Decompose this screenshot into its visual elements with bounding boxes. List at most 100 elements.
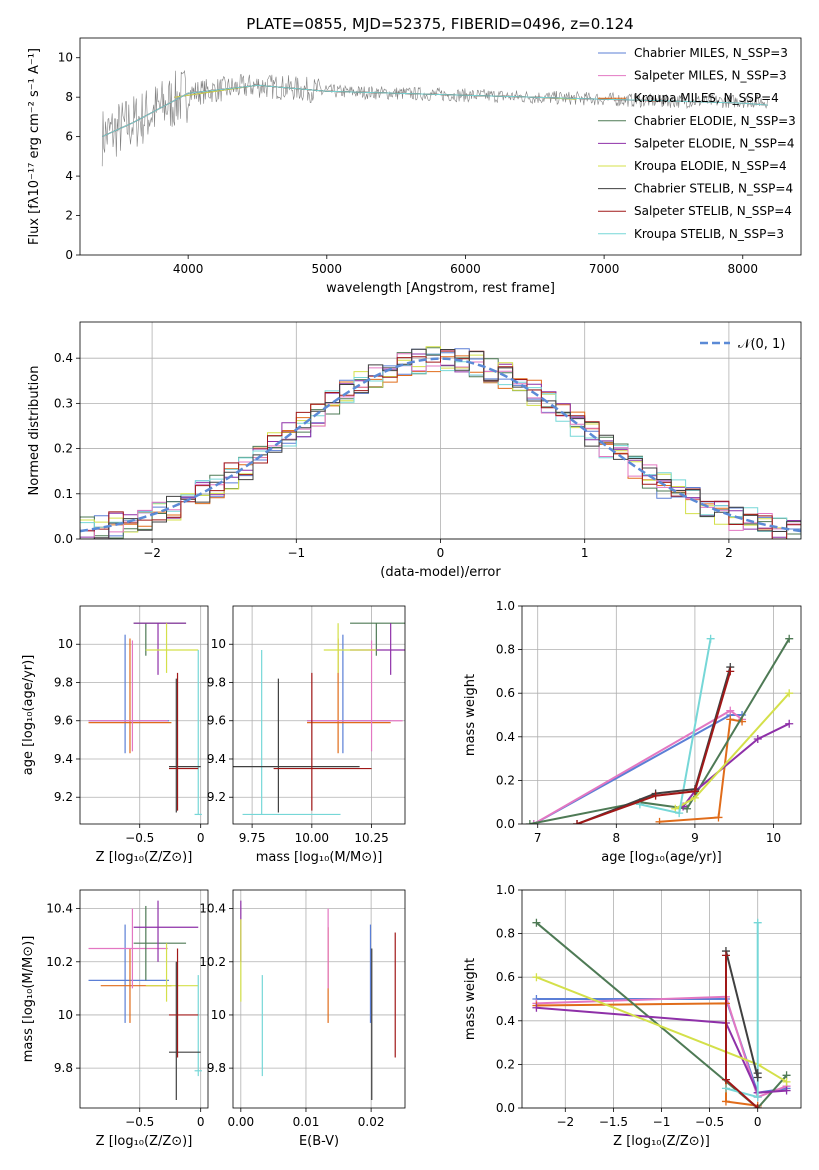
axes-frame (521, 605, 802, 825)
x-tick-label: 0.00 (227, 1115, 254, 1129)
panel-massweight-vs-Z: −2 −1.5 −1 −0.5 0 0.0 0.2 0.4 0.6 0.8 1.0 Z [log₁₀(… (463, 883, 802, 1149)
x-tick-label: 0 (197, 1115, 205, 1129)
x-tick-label: 9.75 (239, 831, 266, 845)
panel-residuals: 𝒩(0, 1) −2 −1 0 1 2 0.0 0.1 0.2 0.3 0.4 (data-model… (27, 321, 802, 580)
mass-weight-marker (721, 1075, 730, 1084)
plot-area-massweight-vs-Z (532, 918, 791, 1108)
y-tick-label: 0.0 (496, 817, 515, 831)
y-tick-label: 0.6 (496, 686, 515, 700)
mass-weight-line-4 (682, 722, 790, 808)
figure-title: PLATE=0855, MJD=52375, FIBERID=0496, z=0… (246, 15, 633, 33)
y-tick-label: 0.8 (496, 643, 515, 657)
plot-area-residuals (80, 346, 801, 539)
x-tick-label: −0.5 (125, 1115, 154, 1129)
mass-weight-marker (721, 1084, 730, 1093)
y-tick-label: 10 (58, 1008, 73, 1022)
x-axis-label: (data-model)/error (380, 565, 501, 580)
mass-weight-marker (753, 1104, 762, 1108)
x-axis-label: Z [log₁₀(Z/Z⊙)] (96, 1134, 193, 1149)
x-axis-label: age [log₁₀(age/yr)] (601, 850, 722, 865)
panel-mass-vs-ebv: 0.00 0.01 0.02 9.8 10 10.2 10.4 E(B-V) (199, 889, 406, 1149)
y-tick-label: 0.2 (496, 773, 515, 787)
panel-mass-vs-Z: −0.5 0 9.8 10 10.2 10.4 Z [log₁₀(Z/Z⊙)] mass [l… (21, 889, 209, 1149)
y-tick-label: 10.4 (46, 902, 73, 916)
y-tick-label: 9.2 (207, 790, 226, 804)
mass-weight-marker (785, 634, 794, 643)
panel-massweight-vs-age: 7 8 9 10 0.0 0.2 0.4 0.6 0.8 1.0 age [log₁₀(age/yr… (463, 599, 802, 865)
panel-age-vs-Z: −0.5 0 9.2 9.4 9.6 9.8 10 Z [log₁₀(Z/Z⊙)] age [l… (21, 605, 209, 865)
x-tick-label: −2 (556, 1115, 574, 1129)
mass-weight-line-3 (529, 638, 791, 824)
mass-weight-marker (753, 1069, 762, 1078)
y-tick-label: 10.2 (199, 955, 226, 969)
x-tick-label: 8000 (727, 262, 758, 276)
y-tick-label: 9.8 (207, 1061, 226, 1075)
x-tick-label: 7 (534, 831, 542, 845)
mass-weight-marker (675, 809, 684, 818)
legend-label: Salpeter MILES, N_SSP=3 (634, 69, 787, 83)
axes-frame (232, 889, 406, 1109)
y-tick-label: 10 (58, 51, 73, 65)
y-tick-label: 0.6 (496, 970, 515, 984)
x-tick-label: 6000 (450, 262, 481, 276)
panel-spectrum: Chabrier MILES, N_SSP=3 Salpeter MILES, N… (27, 37, 802, 296)
mass-weight-marker (532, 1003, 541, 1012)
axes-frame (232, 605, 406, 825)
plot-area-spectrum (101, 69, 768, 167)
y-tick-label: 2 (65, 209, 73, 223)
mass-weight-marker (532, 973, 541, 982)
x-tick-label: 0.01 (293, 1115, 320, 1129)
y-tick-label: 6 (65, 130, 73, 144)
x-tick-label: −0.5 (695, 1115, 724, 1129)
y-tick-label: 0 (65, 248, 73, 262)
y-tick-label: 10 (58, 637, 73, 651)
mass-weight-marker (726, 715, 735, 724)
y-tick-label: 1.0 (496, 883, 515, 897)
mass-weight-marker (726, 667, 735, 676)
y-tick-label: 9.6 (54, 714, 73, 728)
y-tick-label: 9.6 (207, 714, 226, 728)
y-tick-label: 9.8 (207, 675, 226, 689)
y-tick-label: 9.4 (207, 752, 226, 766)
y-tick-label: 9.8 (54, 675, 73, 689)
y-tick-label: 0.0 (54, 532, 73, 546)
mass-weight-marker (655, 817, 664, 824)
mass-weight-marker (753, 734, 762, 743)
x-axis-label: Z [log₁₀(Z/Z⊙)] (613, 1134, 710, 1149)
x-tick-label: −1 (287, 546, 305, 560)
histogram-step-8 (80, 348, 801, 539)
x-tick-label: −1.5 (599, 1115, 628, 1129)
x-tick-label: 8 (612, 831, 620, 845)
legend-label: Kroupa STELIB, N_SSP=3 (634, 227, 784, 241)
y-tick-label: 9.2 (54, 790, 73, 804)
mass-weight-marker (785, 689, 794, 698)
y-tick-label: 0.1 (54, 487, 73, 501)
y-tick-label: 1.0 (496, 599, 515, 613)
spectrum-model-line-8 (101, 84, 768, 138)
mass-weight-marker (532, 918, 541, 927)
x-tick-label: −2 (143, 546, 161, 560)
x-tick-label: 5000 (312, 262, 343, 276)
x-tick-label: 10.25 (354, 831, 388, 845)
panel-age-vs-mass: 9.75 10.00 10.25 9.2 9.4 9.6 9.8 10 mass [log₁₀(… (207, 605, 406, 865)
y-axis-label: age [log₁₀(age/yr)] (21, 655, 36, 776)
x-tick-label: 10.00 (295, 831, 329, 845)
mass-weight-marker (782, 1086, 791, 1095)
x-tick-label: 0 (754, 1115, 762, 1129)
axes-frame (79, 605, 209, 825)
legend-label: Kroupa MILES, N_SSP=4 (634, 91, 779, 105)
y-tick-label: 4 (65, 169, 73, 183)
plot-area-massweight-vs-age (525, 634, 794, 824)
axes-frame (79, 889, 209, 1109)
x-axis-label: E(B-V) (299, 1134, 339, 1149)
x-tick-label: −1 (653, 1115, 671, 1129)
y-tick-label: 0.2 (54, 442, 73, 456)
x-tick-label: −0.5 (125, 831, 154, 845)
mass-weight-marker (721, 951, 730, 960)
mass-weight-line-8 (576, 671, 732, 824)
mass-weight-line-2 (659, 718, 743, 823)
legend-label: Chabrier MILES, N_SSP=3 (634, 46, 788, 60)
mass-weight-marker (651, 791, 660, 800)
x-tick-label: 2 (725, 546, 733, 560)
x-axis-label: wavelength [Angstrom, rest frame] (326, 281, 555, 296)
